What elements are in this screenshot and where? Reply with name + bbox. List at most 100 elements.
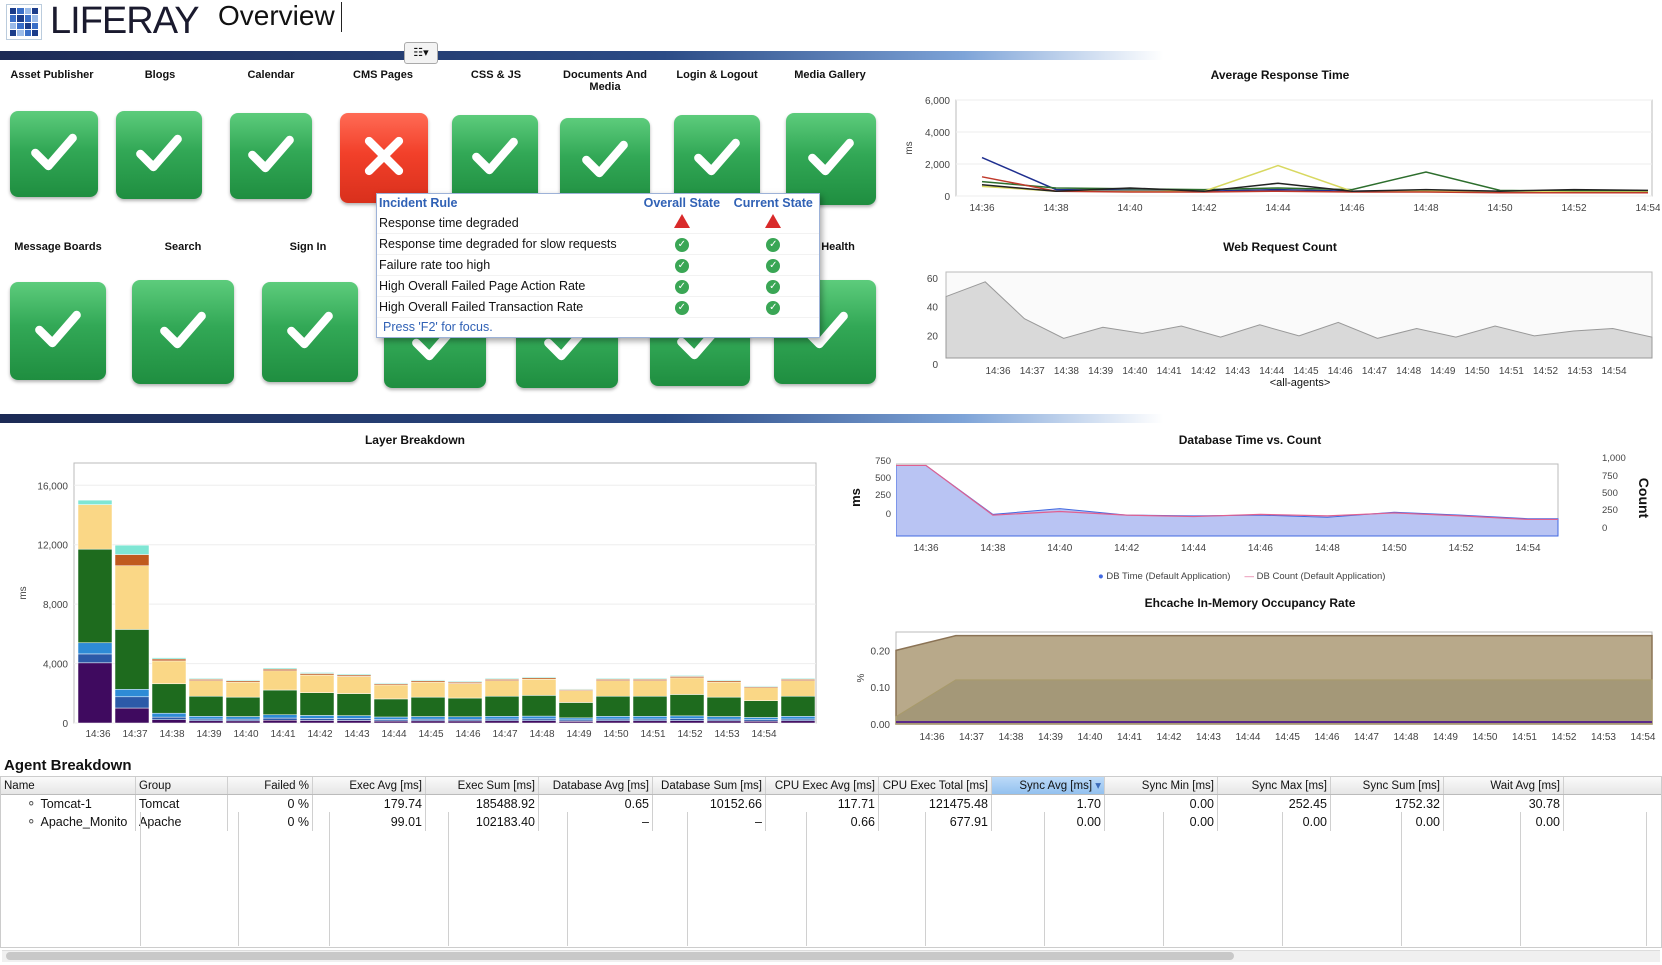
agent-icon: ⚬ — [26, 815, 37, 829]
bar-segment — [780, 696, 816, 717]
x-tick-label: 14:53 — [714, 729, 739, 740]
incident-rule-header: Incident Rule — [379, 196, 458, 210]
bar-segment — [336, 673, 372, 676]
bar-segment — [299, 718, 335, 721]
table-row[interactable]: ⚬ Apache_Monito Apache 0 % 99.01 102183.40– –0… — [1, 813, 1661, 831]
x-tick-label: 14:43 — [1196, 732, 1221, 743]
x-tick-label: 14:42 — [1191, 366, 1216, 377]
ok-tile[interactable] — [230, 113, 312, 199]
x-tick-label: 14:41 — [1157, 366, 1182, 377]
column-header[interactable]: CPU Exec Avg [ms] — [766, 777, 879, 794]
layer-breakdown-title: Layer Breakdown — [364, 433, 466, 447]
logo-square — [10, 29, 17, 36]
y-tick-label: 0.20 — [871, 646, 891, 657]
legend-line-icon: — — [1244, 571, 1254, 582]
bar-segment — [632, 678, 668, 680]
column-header[interactable]: Sync Avg [ms] ▾ — [992, 777, 1105, 794]
incident-row[interactable]: Response time degraded for slow requests… — [377, 233, 819, 255]
table-cell: 0.66 — [766, 813, 879, 831]
y-tick-label: 0.00 — [871, 720, 891, 731]
ok-tile[interactable] — [10, 111, 98, 197]
series-line — [981, 182, 1649, 192]
bar-segment — [447, 720, 483, 724]
x-tick-label: 14:36 — [85, 729, 110, 740]
ok-tile[interactable] — [116, 111, 202, 199]
error-tile[interactable] — [340, 113, 428, 203]
bar-segment — [188, 716, 224, 720]
ok-tile[interactable] — [132, 280, 234, 384]
db-legend: ● DB Time (Default Application) — DB Cou… — [1098, 571, 1385, 582]
checkmark-icon — [243, 126, 299, 187]
agent-breakdown-title: Agent Breakdown — [4, 757, 132, 774]
x-tick-label: 14:46 — [1248, 543, 1273, 554]
checkmark-icon — [26, 124, 82, 185]
bar-segment — [114, 544, 150, 555]
logo-square — [24, 8, 31, 15]
incident-row[interactable]: Failure rate too high ✓ ✓ — [377, 254, 819, 276]
x-tick-label: 14:49 — [1430, 366, 1455, 377]
column-header[interactable]: Exec Avg [ms] — [313, 777, 426, 794]
incident-rule: Failure rate too high — [377, 254, 637, 276]
x-tick-label: 14:38 — [1054, 366, 1079, 377]
table-cell: 179.74 — [313, 795, 426, 813]
column-header[interactable]: Name — [1, 777, 136, 794]
x-tick-label: 14:45 — [1293, 366, 1318, 377]
tile-label: Login & Logout — [676, 69, 758, 81]
bar-segment — [632, 696, 668, 717]
x-tick-label: 14:46 — [1314, 732, 1339, 743]
ok-tile[interactable] — [10, 282, 106, 380]
ok-tile[interactable] — [452, 115, 538, 201]
column-header[interactable]: Group — [136, 777, 228, 794]
bar-segment — [336, 676, 372, 694]
column-header[interactable]: Exec Sum [ms] — [426, 777, 539, 794]
bar-segment — [780, 716, 816, 720]
bar-segment — [743, 687, 779, 701]
scrollbar-thumb[interactable] — [6, 952, 1234, 960]
y2-tick-label: 250 — [1602, 505, 1618, 516]
overall-state-header: Overall State — [643, 196, 721, 210]
bar-segment — [558, 702, 594, 719]
x-tick-label: 14:40 — [1117, 203, 1142, 214]
bar-segment — [669, 715, 705, 719]
x-tick-label: 14:42 — [307, 729, 332, 740]
column-header[interactable]: Sync Sum [ms] — [1331, 777, 1444, 794]
ok-check-icon: ✓ — [766, 238, 781, 252]
bar-segment — [595, 716, 631, 720]
column-header[interactable]: Database Sum [ms] — [653, 777, 766, 794]
logo-text: LIFERAY — [50, 0, 200, 42]
incident-row[interactable]: High Overall Failed Page Action Rate ✓ ✓ — [377, 275, 819, 297]
bar-segment — [77, 653, 113, 664]
x-tick-label: 14:36 — [913, 543, 938, 554]
table-row[interactable]: ⚬ Tomcat-1 Tomcat 0 % 179.74 185488.92 0.65 101… — [1, 795, 1661, 813]
column-header[interactable]: CPU Exec Total [ms] — [879, 777, 992, 794]
bar-segment — [77, 548, 113, 644]
column-header[interactable]: Sync Min [ms] — [1105, 777, 1218, 794]
ok-tile[interactable] — [560, 118, 650, 204]
incident-row[interactable]: Response time degraded — [377, 212, 819, 234]
checkmark-icon — [282, 302, 338, 363]
page-title[interactable]: Overview — [218, 0, 335, 31]
column-header[interactable]: Failed % — [228, 777, 313, 794]
agent-breakdown-table: Name Group Failed % Exec Avg [ms] Exec Sum [… — [0, 776, 1662, 948]
y-tick-label: 0 — [944, 192, 950, 203]
column-divider — [1521, 812, 1647, 946]
x-tick-label: 14:39 — [196, 729, 221, 740]
overall-state-cell: ✓ — [636, 275, 728, 297]
column-header[interactable]: Sync Max [ms] — [1218, 777, 1331, 794]
dashboard-menu-button[interactable]: ☷▾ — [404, 42, 438, 64]
ok-tile[interactable] — [674, 115, 760, 203]
column-header[interactable]: Wait Avg [ms] — [1444, 777, 1564, 794]
bar-segment — [669, 675, 705, 677]
incident-row[interactable]: High Overall Failed Transaction Rate ✓ ✓ — [377, 296, 819, 318]
ok-tile[interactable] — [786, 113, 876, 205]
ok-tile[interactable] — [262, 282, 358, 382]
table-cell: 0.00 — [1105, 813, 1218, 831]
column-header[interactable]: Database Avg [ms] — [539, 777, 653, 794]
column-divider — [1164, 812, 1283, 946]
x-tick-label: 14:50 — [1465, 366, 1490, 377]
tile-label: Media Gallery — [794, 69, 866, 81]
tile-label: Sign In — [289, 241, 327, 253]
logo-square — [31, 15, 38, 22]
x-tick-label: 14:52 — [1449, 543, 1474, 554]
table-cell: 252.45 — [1218, 795, 1331, 813]
